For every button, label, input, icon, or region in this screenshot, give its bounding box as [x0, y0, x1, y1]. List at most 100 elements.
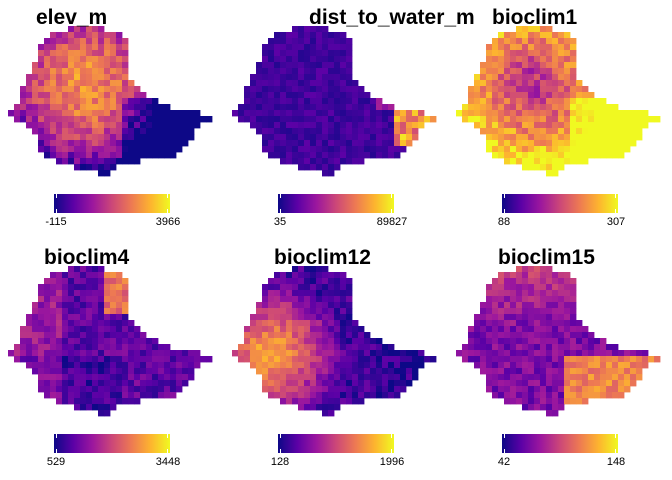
raster-cell: [516, 284, 523, 291]
raster-cell: [558, 110, 565, 117]
raster-cell: [292, 332, 299, 339]
raster-cell: [322, 128, 329, 135]
raster-cell: [474, 116, 481, 123]
raster-cell: [546, 344, 553, 351]
raster-cell: [528, 158, 535, 165]
raster-cell: [256, 122, 263, 129]
raster-cell: [352, 92, 359, 99]
raster-cell: [370, 368, 377, 375]
raster-cell: [552, 128, 559, 135]
raster-cell: [92, 92, 99, 99]
raster-cell: [322, 320, 329, 327]
raster-cell: [110, 86, 117, 93]
raster-cell: [406, 140, 413, 147]
raster-cell: [62, 368, 69, 375]
raster-cell: [648, 116, 655, 123]
raster-cell: [492, 116, 499, 123]
raster-cell: [50, 98, 57, 105]
raster-cell: [534, 98, 541, 105]
raster-cell: [552, 374, 559, 381]
raster-cell: [322, 386, 329, 393]
raster-cell: [56, 362, 63, 369]
raster-cell: [128, 344, 135, 351]
raster-cell: [600, 98, 607, 105]
raster-cell: [104, 374, 111, 381]
raster-cell: [80, 302, 87, 309]
raster-cell: [546, 266, 553, 273]
raster-cell: [32, 68, 39, 75]
raster-cell: [92, 314, 99, 321]
raster-cell: [86, 128, 93, 135]
raster-cell: [388, 104, 395, 111]
raster-cell: [158, 116, 165, 123]
raster-cell: [576, 392, 583, 399]
raster-cell: [44, 350, 51, 357]
raster-cell: [352, 104, 359, 111]
raster-cell: [98, 140, 105, 147]
raster-cell: [322, 338, 329, 345]
raster-cell: [74, 368, 81, 375]
raster-cell: [62, 134, 69, 141]
raster-cell: [304, 374, 311, 381]
raster-cell: [104, 56, 111, 63]
raster-cell: [68, 26, 75, 33]
raster-cell: [558, 158, 565, 165]
raster-cell: [256, 62, 263, 69]
raster-cell: [546, 272, 553, 279]
raster-cell: [582, 92, 589, 99]
raster-cell: [292, 350, 299, 357]
raster-cell: [546, 26, 553, 33]
raster-cell: [510, 386, 517, 393]
raster-cell: [158, 122, 165, 129]
raster-cell: [558, 290, 565, 297]
raster-cell: [122, 338, 129, 345]
raster-cell: [328, 302, 335, 309]
raster-cell: [516, 278, 523, 285]
raster-cell: [56, 278, 63, 285]
raster-cell: [280, 344, 287, 351]
raster-cell: [588, 122, 595, 129]
raster-cell: [534, 392, 541, 399]
raster-cell: [286, 38, 293, 45]
raster-cell: [310, 50, 317, 57]
raster-cell: [62, 110, 69, 117]
raster-cell: [546, 326, 553, 333]
raster-cell: [492, 332, 499, 339]
raster-cell: [86, 158, 93, 165]
raster-cell: [122, 278, 129, 285]
raster-cell: [364, 116, 371, 123]
raster-cell: [62, 44, 69, 51]
raster-cell: [394, 392, 401, 399]
raster-cell: [44, 140, 51, 147]
raster-cell: [316, 278, 323, 285]
raster-cell: [334, 386, 341, 393]
raster-cell: [92, 284, 99, 291]
raster-cell: [62, 356, 69, 363]
raster-cell: [546, 44, 553, 51]
raster-cell: [38, 74, 45, 81]
raster-cell: [286, 326, 293, 333]
raster-cell: [570, 56, 577, 63]
raster-cell: [298, 56, 305, 63]
raster-cell: [510, 284, 517, 291]
raster-cell: [68, 146, 75, 153]
raster-cell: [274, 98, 281, 105]
raster-cell: [558, 362, 565, 369]
raster-cell: [32, 80, 39, 87]
raster-cell: [80, 320, 87, 327]
raster-cell: [346, 98, 353, 105]
raster-cell: [346, 116, 353, 123]
raster-cell: [328, 344, 335, 351]
raster-cell: [92, 308, 99, 315]
raster-cell: [516, 86, 523, 93]
colorbar-gradient: [278, 434, 394, 453]
raster-cell: [128, 374, 135, 381]
raster-cell: [540, 380, 547, 387]
raster-cell: [334, 332, 341, 339]
raster-cell: [582, 140, 589, 147]
raster-cell: [86, 74, 93, 81]
raster-cell: [540, 122, 547, 129]
raster-cell: [534, 104, 541, 111]
raster-cell: [552, 308, 559, 315]
raster-cell: [280, 290, 287, 297]
